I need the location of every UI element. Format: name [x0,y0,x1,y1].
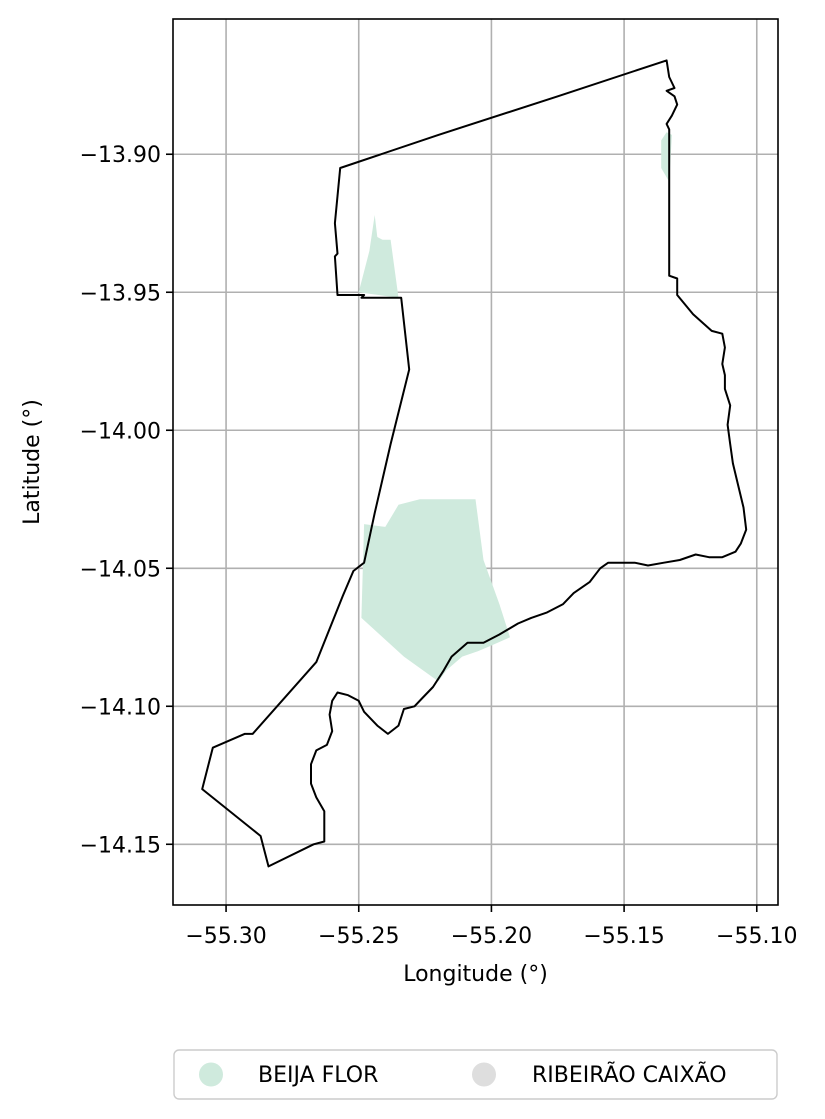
map-layer [201,59,748,868]
municipality-boundary [201,59,748,868]
x-tick-label-1: −55.25 [318,924,399,949]
x-axis-label: Longitude (°) [403,962,548,987]
legend: BEIJA FLOR RIBEIRÃO CAIXÃO [173,1049,778,1100]
x-tick-label-3: −55.15 [583,924,664,949]
legend-label-beija-flor: BEIJA FLOR [258,1063,378,1088]
legend-marker-beija-flor [199,1062,223,1087]
plot-frame [172,18,779,906]
grid [173,19,778,905]
y-tick-label-4: −14.10 [80,695,161,720]
y-tick-label-0: −13.90 [80,143,161,168]
x-tick-label-4: −55.10 [716,924,797,949]
legend-label-ribeirao-caixao: RIBEIRÃO CAIXÃO [532,1061,727,1088]
y-axis-ticks: −13.90 −13.95 −14.00 −14.05 −14.10 −14.15 [80,143,173,858]
y-tick-label-5: −14.15 [80,833,161,858]
y-tick-label-2: −14.00 [80,419,161,444]
region-beija-flor-0 [361,499,510,682]
y-tick-label-3: −14.05 [80,557,161,582]
legend-marker-ribeirao-caixao [472,1062,496,1087]
region-beija-flor-1 [358,215,399,298]
y-axis-label: Latitude (°) [20,399,45,525]
x-axis-ticks: −55.30 −55.25 −55.20 −55.15 −55.10 [185,905,797,949]
x-tick-label-0: −55.30 [185,924,266,949]
x-tick-label-2: −55.20 [451,924,532,949]
y-tick-label-1: −13.95 [80,281,161,306]
